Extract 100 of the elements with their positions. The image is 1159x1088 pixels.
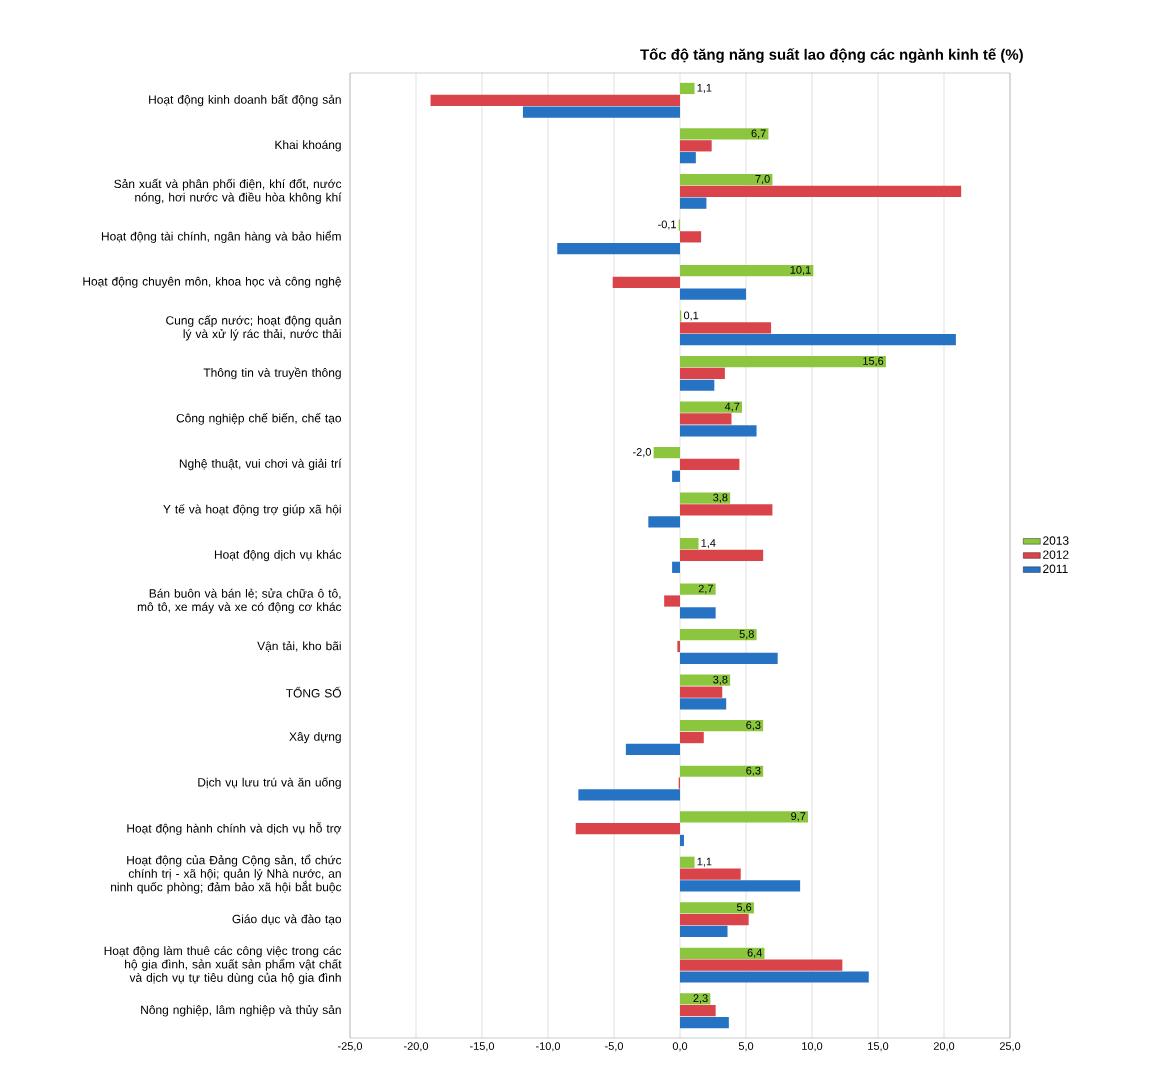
x-tick-label: 20,0 [933,1042,955,1052]
bar [672,561,680,573]
y-tick-label: Giáo dục và đào tạo [232,914,342,925]
bar [680,686,723,698]
bar [680,264,814,277]
y-tick-label: Nông nghiệp, lâm nghiệp và thủy sản [141,1004,341,1017]
x-tick-label: -20,0 [404,1042,429,1052]
x-tick-label: 15,0 [868,1042,889,1052]
bar [680,811,809,823]
data-label: 0,1 [683,311,699,321]
data-label: 4,7 [724,402,740,412]
bar [680,367,725,380]
x-tick-label: 0,0 [672,1042,688,1052]
data-label: -2,0 [633,448,651,458]
data-label: 5,8 [739,630,754,640]
bar [648,516,680,528]
bar [575,822,680,835]
bar [680,197,707,209]
bar [680,231,702,243]
data-label: 6,7 [751,129,766,139]
bar [680,288,746,300]
bar [680,425,757,437]
data-label: 9,7 [791,812,806,822]
bar [680,128,769,140]
bar [680,902,754,914]
bar [680,834,684,847]
bar [680,504,773,516]
data-label: 5,6 [736,903,752,913]
y-tick-label: Thông tin và truyền thông [203,367,341,380]
x-tick-label: -10,0 [536,1042,561,1052]
bar [680,82,695,95]
bar [680,629,757,641]
bar [430,94,680,106]
bar [680,492,731,504]
data-label: 6,4 [747,948,762,958]
bar [680,379,715,391]
bar [680,914,749,926]
bar [680,925,728,938]
bar [680,880,801,892]
y-tick-label: Xây dựng [289,731,341,744]
bar [680,538,699,550]
bar [680,674,731,686]
x-tick-label: -5,0 [605,1042,624,1052]
data-label: 6,3 [746,766,761,776]
y-tick-label: Hoạt động làm thuê các công việc trong các hộ gia đình, sản xuất sản phẩm vật chất và dịch vụ tự tiêu dùng của hộ gia đình [104,946,342,985]
bar [680,173,773,186]
data-label: 1,1 [697,857,712,867]
bar [680,868,741,880]
bar [557,243,680,255]
bar [680,334,956,346]
y-tick-label: Khai khoáng [275,140,341,152]
x-tick-label: 25,0 [999,1042,1021,1052]
y-tick-label: Dịch vụ lưu trú và ăn uống [198,777,341,789]
y-tick-label: Hoạt động kinh doanh bất động sản [149,94,341,107]
bar [680,152,696,164]
bar [680,458,740,471]
bar [625,743,680,756]
y-tick-label: Sản xuất và phân phối điện, khí đốt, nước nóng, hơi nước và điều hòa không khí [114,178,342,204]
legend-label: 2011 [1043,564,1068,574]
data-label: 10,1 [790,266,811,276]
bar [680,652,778,664]
data-label: 15,6 [863,357,884,367]
data-label: 6,3 [746,721,761,731]
bar [653,447,680,459]
y-tick-label: Y tế và hoạt động trợ giúp xã hội [163,504,341,516]
bar [680,607,716,619]
bar [680,959,843,971]
y-tick-label: Công nghiệp chế biến, chế tạo [176,413,342,425]
bar [680,401,743,413]
bar [680,856,695,868]
data-label: 3,8 [713,493,728,503]
bar [672,470,680,482]
data-label: 2,3 [693,994,708,1004]
y-tick-label: Vận tải, kho bãi [257,641,341,652]
y-tick-label: Bán buôn và bán lẻ; sửa chữa ô tô, mô tô, xe máy và xe có động cơ khác [137,588,342,614]
bar [680,140,712,152]
bar [677,640,680,653]
bar [680,731,704,744]
bar [680,765,764,777]
data-label: -0,1 [658,220,676,230]
y-tick-label: Hoạt động tài chính, ngân hàng và bảo hiểm [101,230,341,243]
x-tick-label: 10,0 [802,1042,823,1052]
bar [612,276,680,288]
y-tick-label: Cung cấp nước; hoạt động quản lý và xử lý rác thải, nước thải [166,315,341,341]
data-label: 1,4 [701,539,716,549]
bar [680,720,764,732]
bar [680,549,764,562]
bar [680,971,869,983]
bar [578,789,680,801]
bar [680,698,727,710]
bar [680,185,962,197]
bar [680,947,765,959]
data-label: 2,7 [698,584,713,594]
y-tick-label: TỔNG SỐ [286,686,341,698]
x-tick-label: -25,0 [338,1042,363,1052]
legend-label: 2012 [1043,550,1069,559]
bar [680,355,886,368]
x-tick-label: -15,0 [470,1042,495,1052]
bar [680,413,732,425]
bar [680,322,772,334]
